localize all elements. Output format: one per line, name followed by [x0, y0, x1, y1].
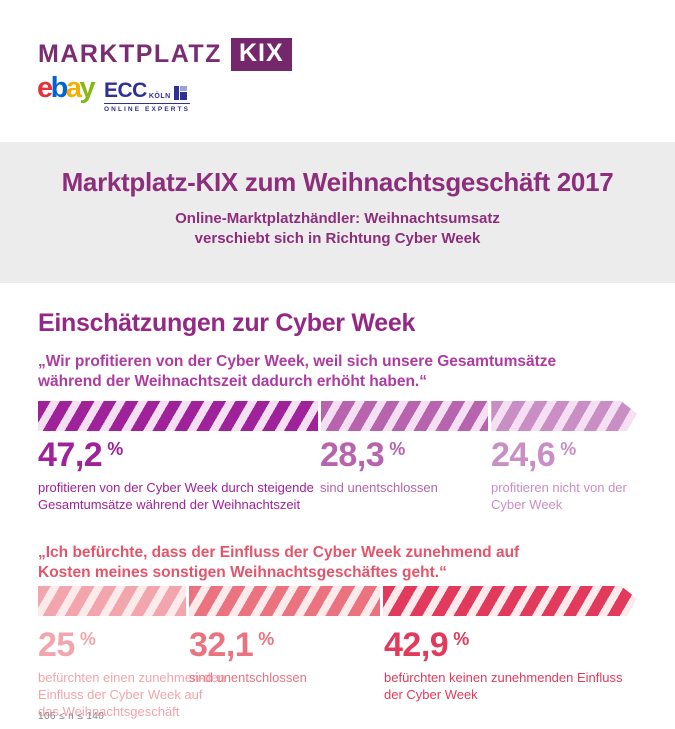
ecc-wordmark: ECC — [104, 79, 147, 102]
subtitle-line-1: Online-Marktplatzhändler: Weihnachtsumsa… — [175, 210, 500, 227]
ebay-letter: b — [50, 72, 69, 104]
sample-size-note: 106 ≤ n ≤ 140 — [38, 711, 105, 722]
ebay-letter: y — [79, 72, 96, 104]
percent-sign: % — [107, 439, 123, 459]
stat-block: 25% befürchten einen zunehmen-den Einflu… — [38, 628, 226, 721]
stat-value: 28,3% — [320, 436, 405, 474]
ebay-letter: e — [37, 72, 53, 104]
header-band: Marktplatz-KIX zum Weihnachtsgeschäft 20… — [0, 142, 675, 283]
stat-label: sind unentschlossen — [320, 480, 438, 495]
ecc-tagline: ONLINE EXPERTS — [104, 103, 191, 113]
stat-block: 32,1% sind unentschlossen — [189, 628, 369, 687]
stat-label: sind unentschlossen — [189, 670, 307, 685]
survey-question-1: „Wir profitieren von der Cyber Week, wei… — [38, 353, 557, 390]
percent-sign: % — [258, 629, 274, 649]
bar-segment-24.6pct — [491, 401, 637, 431]
ecc-city-label: KÖLN — [148, 93, 171, 100]
ebay-logo: ebay — [37, 72, 96, 104]
stacked-bar-chart-2 — [38, 586, 637, 616]
stat-block: 24,6% profitieren nicht von der Cyber We… — [491, 438, 659, 514]
percent-sign: % — [453, 629, 469, 649]
stat-value: 42,9% — [384, 626, 469, 664]
stat-label: befürchten einen zunehmen-den Einfluss d… — [38, 670, 226, 719]
stat-label: profitieren von der Cyber Week durch ste… — [38, 480, 314, 512]
bar-segment-32.1pct — [189, 586, 380, 616]
bar-segment-28.3pct — [320, 401, 489, 431]
stat-value: 32,1% — [189, 626, 274, 664]
subtitle-line-2: verschiebt sich in Richtung Cyber Week — [194, 230, 481, 248]
ebay-letter: a — [65, 72, 82, 104]
stat-block: 28,3% sind unentschlossen — [320, 438, 488, 497]
stat-block: 47,2% profitieren von der Cyber Week dur… — [38, 438, 350, 514]
logo-wordmark: MARKTPLATZ — [38, 40, 222, 68]
ecc-koeln-logo: ECC KÖLN ONLINE EXPERTS — [104, 79, 191, 113]
percent-sign: % — [389, 439, 405, 459]
window-grid-icon — [173, 86, 187, 100]
bar-segment-42.9pct — [383, 586, 637, 616]
page-subtitle: Online-Marktplatzhändler: Weihnachtsumsa… — [0, 209, 675, 250]
stat-value: 25% — [38, 626, 96, 664]
percent-sign: % — [79, 629, 96, 649]
logo-badge: KIX — [230, 38, 292, 71]
stat-value: 47,2% — [38, 436, 123, 474]
percent-sign: % — [560, 439, 576, 459]
stat-label: profitieren nicht von der Cyber Week — [491, 480, 627, 512]
bar-segment-25pct — [38, 586, 187, 616]
stat-block: 42,9% befürchten keinen zunehmenden Einf… — [384, 628, 634, 704]
survey-question-2: „Ich befürchte, dass der Einfluss der Cy… — [38, 544, 520, 581]
bar-segment-47.2pct — [38, 401, 318, 431]
stacked-bar-chart-1 — [38, 401, 637, 431]
marktplatz-kix-logo: MARKTPLATZ KIX — [38, 38, 292, 71]
page-title: Marktplatz-KIX zum Weihnachtsgeschäft 20… — [61, 167, 614, 197]
stat-label: befürchten keinen zunehmenden Einfluss d… — [384, 670, 623, 702]
stat-value: 24,6% — [491, 436, 576, 474]
section-heading: Einschätzungen zur Cyber Week — [38, 309, 416, 337]
